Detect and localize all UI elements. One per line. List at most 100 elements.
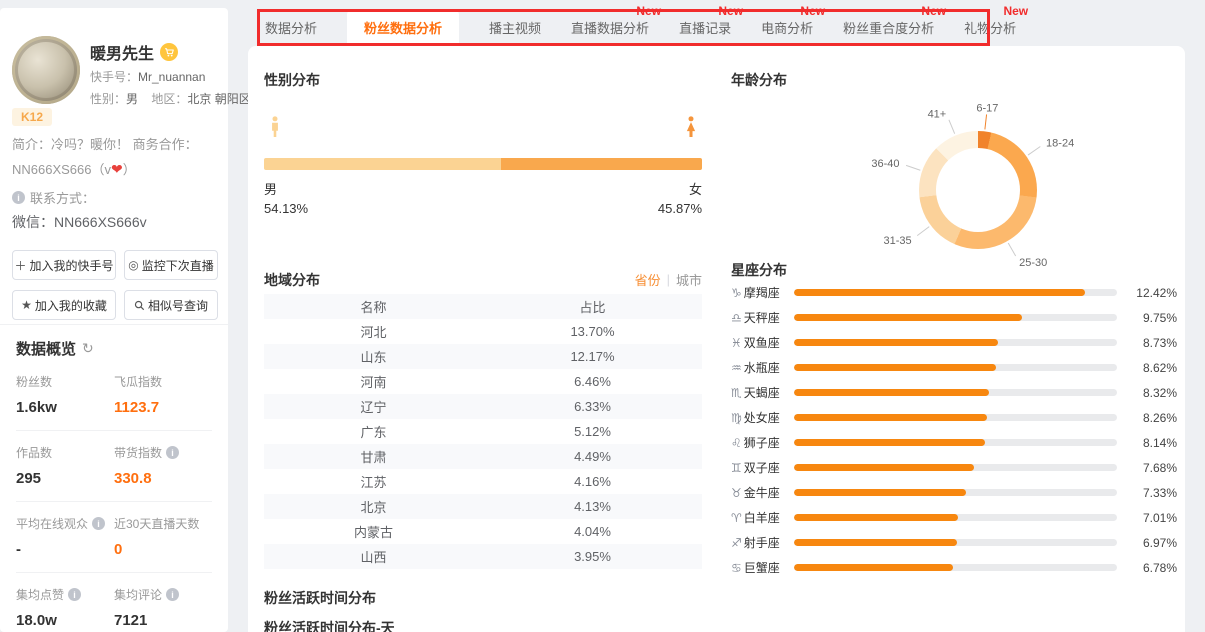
bar-track [794,514,1117,521]
add-account-button[interactable]: ＋加入我的快手号 [12,250,116,280]
new-badge: New [1003,4,1029,18]
bar-track [794,364,1117,371]
contact-label: i 联系方式： [12,188,95,207]
similar-search-button[interactable]: 相似号查询 [124,290,218,320]
tab-ecommerce[interactable]: 电商分析 New [761,4,826,36]
table-row: 山东 12.17% [264,344,702,369]
svg-text:41+: 41+ [928,108,947,120]
new-badge: New [800,4,826,18]
zodiac-icon: ♑ [731,285,742,300]
zodiac-row-双鱼座: ♓ 双鱼座 8.73% [731,335,1177,351]
stats-grid: 粉丝数 1.6kw 飞瓜指数 1123.7 作品数 295 带货指数 i 330.8 平均在线观众… [16,360,212,632]
tab-live-data[interactable]: 直播数据分析 New [571,4,662,36]
zodiac-icon: ♒ [731,360,742,375]
zodiac-row-巨蟹座: ♋ 巨蟹座 6.78% [731,560,1177,576]
bar-value: 7.01% [1142,510,1177,525]
toggle-省份[interactable]: 省份 [634,273,661,288]
zodiac-row-水瓶座: ♒ 水瓶座 8.62% [731,360,1177,376]
info-icon: i [12,191,25,204]
bar-value: 8.14% [1142,435,1177,450]
bar-track [794,464,1117,471]
stat-row: 平均在线观众 i - 近30天直播天数 0 [16,501,212,572]
star-icon: ★ [21,298,32,312]
zodiac-row-射手座: ♐ 射手座 6.97% [731,535,1177,551]
bar-fill [794,364,996,371]
zodiac-icon: ♏ [731,385,742,400]
zodiac-icon: ♉ [731,485,742,500]
table-row: 北京 4.13% [264,494,702,519]
stat-作品数: 作品数 295 [16,446,53,487]
male-bar-segment [264,158,502,170]
bar-value: 8.73% [1142,335,1177,350]
bar-fill [794,489,966,496]
tab-videos[interactable]: 播主视频 [489,21,542,36]
bar-value: 6.78% [1142,560,1177,575]
zodiac-row-摩羯座: ♑ 摩羯座 12.42% [731,285,1177,301]
bar-fill [794,464,974,471]
monitor-live-button[interactable]: ◎ 监控下次直播 [124,250,218,280]
bar-value: 8.62% [1142,360,1177,375]
table-row: 江苏 4.16% [360,474,611,490]
bar-track [794,414,1117,421]
female-bar-segment [501,158,702,170]
bar-fill [794,389,989,396]
zodiac-icon: ♎ [731,310,742,325]
wechat-id: 微信：NN666XS666v [12,214,147,230]
zodiac-row-白羊座: ♈ 白羊座 7.01% [731,510,1177,526]
region-table-header: 名称 占比 [264,294,702,319]
refresh-icon[interactable]: ↻ [82,340,94,356]
tab-fans-overlap[interactable]: 粉丝重合度分析 New [843,4,947,36]
heart-icon: ❤ [111,161,123,177]
data-overview-title: 数据概览 ↻ [16,340,94,358]
bar-fill [794,439,985,446]
bar-track [794,339,1117,346]
toggle-城市[interactable]: 城市 [675,273,702,288]
bar-value: 12.42% [1136,285,1177,300]
stat-飞瓜指数: 飞瓜指数 1123.7 [114,375,163,416]
new-badge: New [718,4,744,18]
svg-text:18-24: 18-24 [1046,137,1074,149]
gender-section-title: 性别分布 [264,72,320,88]
tab-live-records[interactable]: 直播记录 New [679,4,744,36]
table-row: 内蒙古 4.04% [353,524,611,540]
bar-track [794,314,1117,321]
table-row: 辽宁 6.33% [264,394,702,419]
svg-text:36-40: 36-40 [871,158,899,170]
tab-bar: 数据分析 粉丝数据分析 播主视频 直播数据分析 New 直播记录 New 电商分析 New 粉丝重… [248,4,1185,46]
bar-value: 9.75% [1142,310,1177,325]
tab-data[interactable]: 数据分析 [265,21,318,36]
new-badge: New [921,4,947,18]
zodiac-icon: ♓ [731,335,742,350]
tab-gifts[interactable]: 礼物分析 New [964,4,1029,36]
tab-fans-data[interactable]: 粉丝数据分析 [347,9,460,46]
stat-平均在线观众: 平均在线观众 i - [16,515,114,558]
stat-粉丝数: 粉丝数 1.6kw [16,375,57,416]
streamer-name: 暖男先生 [90,46,155,63]
plus-icon: ＋ [14,258,27,273]
gender-area-line: 性别：男 地区：北京 朝阳区 [90,92,251,106]
zodiac-bar-chart: ♑ 摩羯座 12.42% ♎ 天秤座 9.75% ♓ 双鱼座 8.73% ♒ 水瓶座 8.62% ♏ 天蝎… [731,280,1177,580]
zodiac-row-天秤座: ♎ 天秤座 9.75% [731,310,1177,326]
stat-集均点赞: 集均点赞 i 18.0w [16,586,114,629]
cart-icon [160,43,179,61]
bar-fill [794,539,958,546]
female-stat: 女 45.87% [657,182,702,216]
bar-fill [794,564,953,571]
stat-带货指数: 带货指数 i 330.8 [114,444,212,487]
bar-fill [794,289,1085,296]
bar-value: 7.33% [1142,485,1177,500]
age-section-title: 年龄分布 [731,72,787,88]
add-favorite-button[interactable]: ★ 加入我的收藏 [12,290,116,320]
bar-fill [794,339,999,346]
age-donut-chart [919,131,1037,249]
bar-track [794,439,1117,446]
bio-text: 简介：冷吗？暖你！ 商务合作： NN666XS666（v❤） [12,137,198,177]
info-icon: i [166,588,180,601]
bar-fill [794,314,1023,321]
female-icon [686,116,696,138]
avatar[interactable] [12,36,80,104]
monitor-icon: ◎ [128,258,139,272]
profile-sidebar: 暖男先生 快手号：Mr_nuannan 性别：男 地区：北京 朝阳区 K12 简… [0,8,251,632]
bar-track [794,289,1117,296]
